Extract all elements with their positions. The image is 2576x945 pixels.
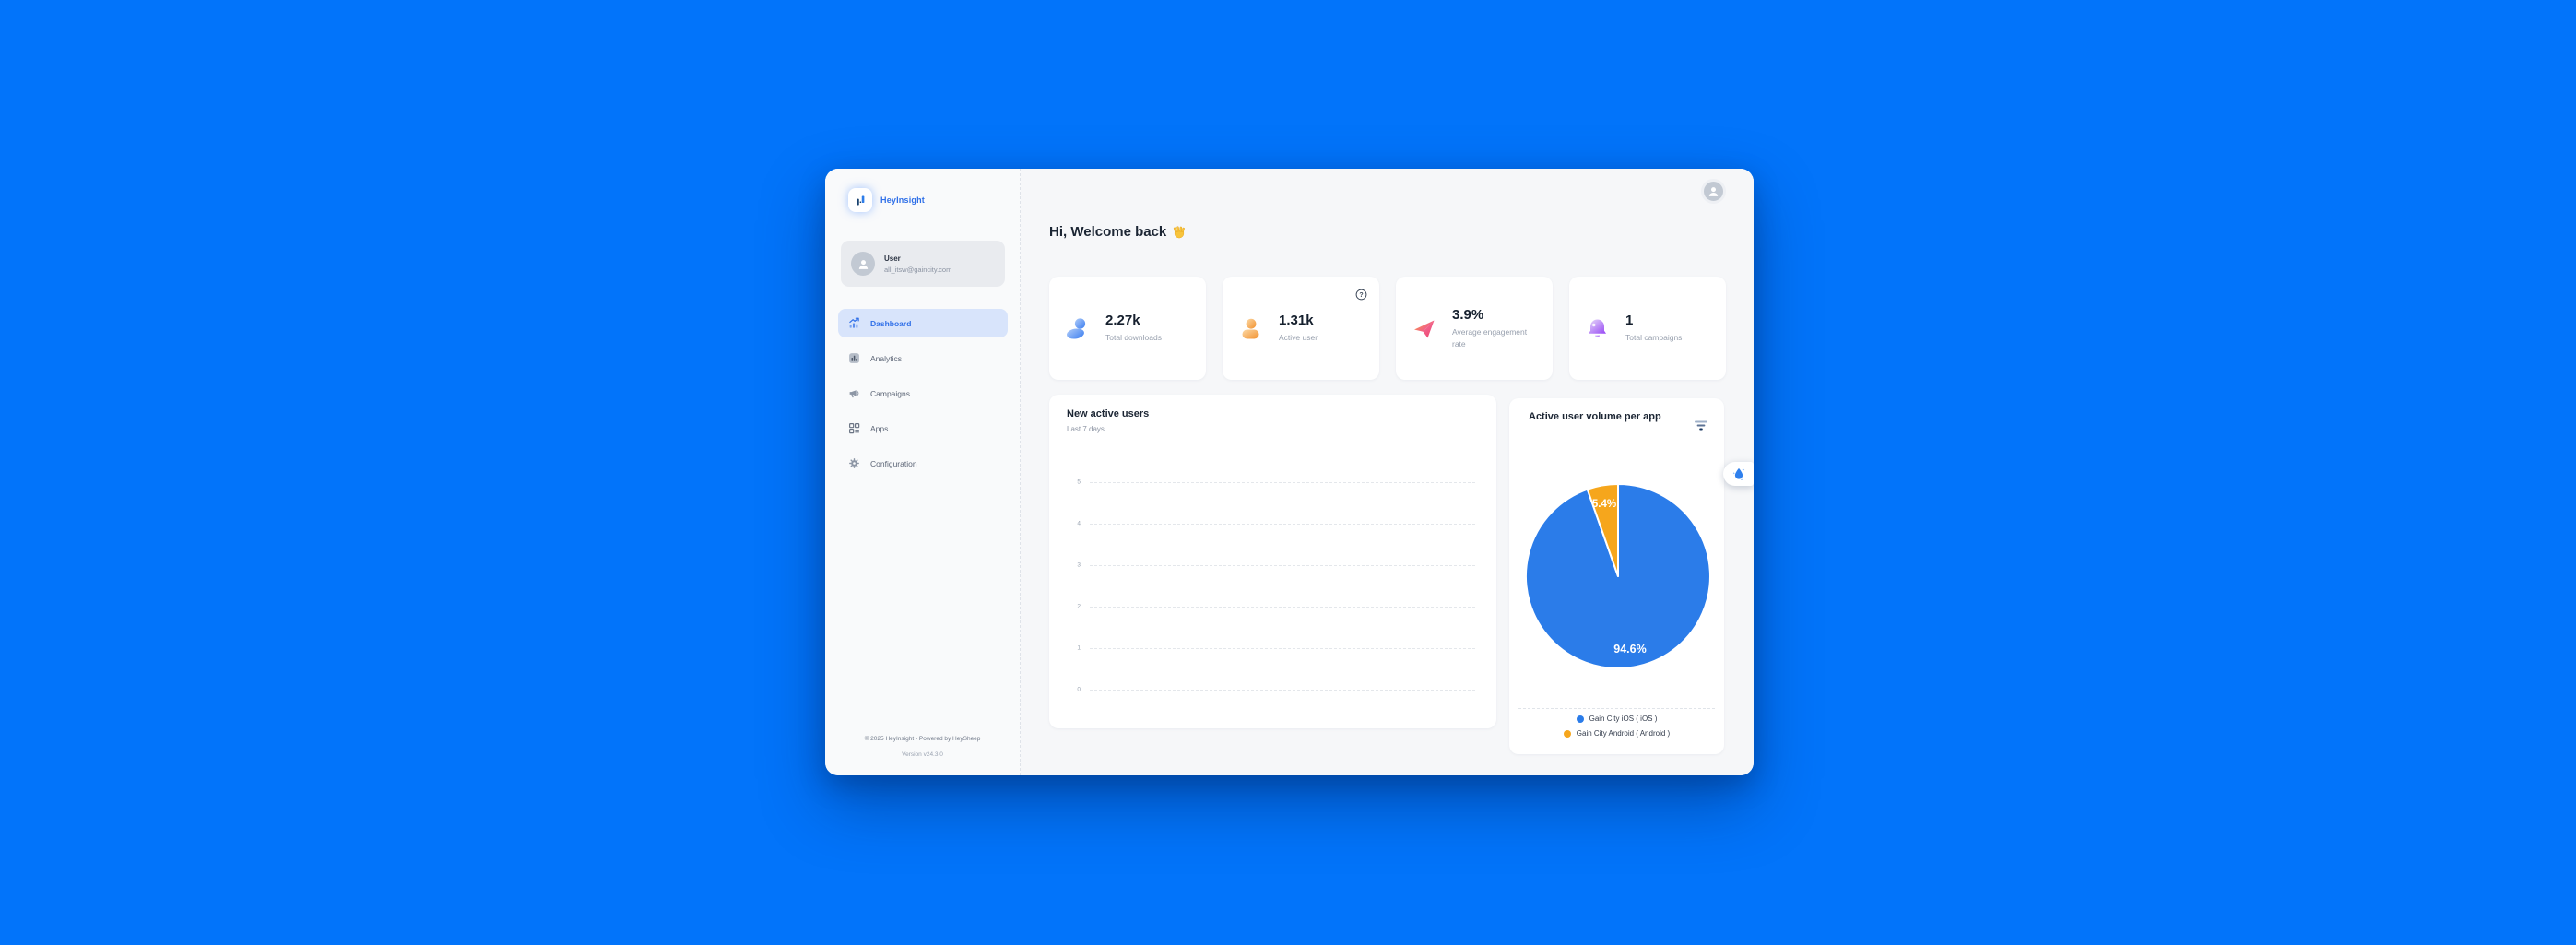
downloads-icon [1067, 317, 1086, 339]
sidebar-item-campaigns[interactable]: Campaigns [838, 379, 1008, 408]
sidebar: HeyInsight User all_itsw@gaincity.com [825, 169, 1021, 775]
user-avatar-icon [851, 252, 875, 276]
legend-label: Gain City iOS ( iOS ) [1589, 715, 1658, 723]
main-content: Hi, Welcome back [1021, 169, 1754, 775]
dashboard-icon [848, 317, 860, 329]
stat-label: Active user [1279, 333, 1318, 343]
brand-name: HeyInsight [880, 195, 926, 205]
filter-icon[interactable] [1694, 419, 1708, 431]
stat-value: 1.31k [1279, 313, 1314, 329]
legend-item-ios[interactable]: Gain City iOS ( iOS ) [1576, 715, 1658, 723]
pie-slice-android [1586, 482, 1619, 577]
stat-value: 3.9% [1452, 307, 1484, 324]
chart-subtitle: Last 7 days [1067, 425, 1105, 433]
stats-row: 2.27k Total downloads 1.31k Active [1049, 277, 1726, 380]
pie-chart: 5.4% 94.6% [1523, 481, 1713, 671]
brand: HeyInsight [848, 188, 925, 212]
sidebar-nav: Dashboard Analytics [838, 309, 1008, 484]
profile-avatar-button[interactable] [1701, 179, 1726, 204]
campaigns-icon [848, 387, 860, 399]
sidebar-item-apps[interactable]: Apps [838, 414, 1008, 443]
apps-icon [848, 422, 860, 434]
chart-title: New active users [1067, 408, 1150, 419]
stat-label: Total campaigns [1625, 333, 1683, 343]
pie-data-label: 5.4% [1592, 499, 1616, 510]
legend-dot-icon [1563, 729, 1571, 738]
active-user-volume-card: Active user volume per app 5.4% 94.6% [1509, 398, 1724, 754]
pie-data-label: 94.6% [1613, 643, 1646, 656]
y-axis-tick: 4 [1077, 520, 1081, 527]
sidebar-item-analytics[interactable]: Analytics [838, 344, 1008, 372]
configuration-icon [848, 457, 860, 469]
stat-value: 2.27k [1105, 313, 1140, 329]
stat-card-total-downloads: 2.27k Total downloads [1049, 277, 1206, 380]
stat-label: Average engagement rate [1452, 327, 1528, 348]
chart-title: Active user volume per app [1529, 411, 1661, 422]
stat-label: Total downloads [1105, 333, 1162, 343]
assistant-droplet-button[interactable] [1723, 462, 1754, 486]
greeting-text: Hi, Welcome back [1049, 224, 1167, 240]
pie-legend: Gain City iOS ( iOS ) Gain City Android … [1509, 715, 1724, 738]
stat-card-active-user: 1.31k Active user ? [1223, 277, 1379, 380]
stat-value: 1 [1625, 313, 1634, 329]
analytics-icon [848, 352, 860, 364]
sidebar-item-dashboard[interactable]: Dashboard [838, 309, 1008, 337]
user-email: all_itsw@gaincity.com [884, 265, 952, 274]
app-window: HeyInsight User all_itsw@gaincity.com [825, 169, 1754, 775]
user-name: User [884, 254, 901, 263]
y-axis-tick: 2 [1077, 603, 1081, 610]
stat-card-engagement-rate: 3.9% Average engagement rate [1396, 277, 1553, 380]
y-axis-tick: 3 [1077, 561, 1081, 569]
copyright-text: © 2025 HeyInsight - Powered by HeySheep [864, 736, 981, 742]
svg-text:?: ? [1359, 292, 1363, 299]
sidebar-item-label: Campaigns [870, 388, 910, 398]
sidebar-item-label: Dashboard [870, 318, 912, 328]
stat-card-total-campaigns: 1 Total campaigns [1569, 277, 1726, 380]
legend-item-android[interactable]: Gain City Android ( Android ) [1563, 729, 1671, 738]
y-axis-tick: 1 [1077, 644, 1081, 652]
y-axis-tick: 5 [1077, 478, 1081, 486]
sidebar-item-label: Apps [870, 423, 889, 433]
campaign-bell-icon [1589, 319, 1606, 337]
droplet-sparkle-icon [1732, 467, 1744, 480]
page-title: Hi, Welcome back [1049, 224, 1187, 240]
engagement-icon [1414, 320, 1435, 337]
legend-dot-icon [1576, 715, 1584, 723]
new-active-users-card: New active users Last 7 days 5 4 3 2 1 0 [1049, 395, 1496, 728]
user-card[interactable]: User all_itsw@gaincity.com [841, 241, 1005, 287]
sidebar-item-label: Analytics [870, 353, 903, 363]
legend-label: Gain City Android ( Android ) [1576, 729, 1671, 738]
heyinsight-logo-icon [848, 188, 872, 212]
sidebar-item-label: Configuration [870, 458, 917, 468]
wave-emoji-icon [1174, 225, 1186, 238]
legend-divider [1518, 708, 1715, 709]
version-text: Version v24.3.0 [902, 751, 943, 758]
sidebar-item-configuration[interactable]: Configuration [838, 449, 1008, 478]
help-icon[interactable]: ? [1355, 289, 1367, 301]
person-icon [1708, 187, 1719, 196]
active-user-icon [1242, 318, 1259, 338]
y-axis-tick: 0 [1077, 686, 1081, 693]
